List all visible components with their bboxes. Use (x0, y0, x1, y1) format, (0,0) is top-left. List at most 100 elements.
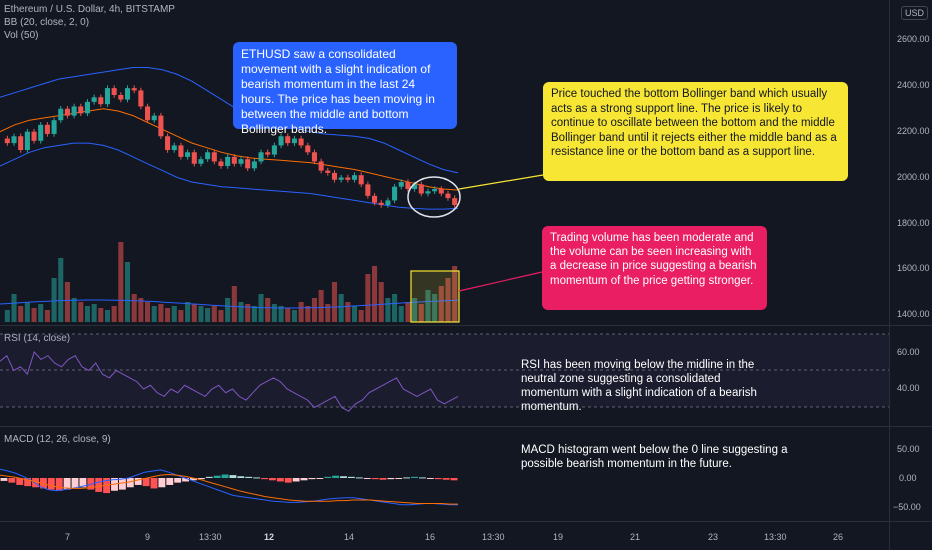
volume-bar (311, 298, 317, 322)
bb-legend[interactable]: BB (20, close, 2, 0) (4, 17, 90, 28)
volume-bar (278, 306, 284, 322)
macd-histogram-bar (79, 478, 87, 488)
rsi-line (0, 351, 459, 412)
candle (71, 106, 77, 116)
candle (198, 159, 204, 164)
macd-histogram-bar (442, 478, 450, 480)
time-tick: 26 (833, 532, 844, 542)
candle (251, 161, 257, 169)
candle (4, 138, 10, 144)
candle (51, 120, 57, 134)
candle (211, 152, 217, 162)
rsi-note[interactable]: RSI has been moving below the midline in… (521, 359, 757, 413)
volume-ma-line (0, 299, 459, 309)
macd-histogram-bar (55, 478, 63, 491)
volume-bar (205, 308, 211, 322)
volume-bar (231, 286, 237, 322)
volume-legend[interactable]: Vol (50) (4, 30, 39, 41)
candle (131, 88, 137, 91)
macd-histogram-bar (16, 478, 24, 485)
candle (238, 159, 244, 164)
price-highlight-ellipse (407, 176, 461, 218)
blue-callout[interactable]: ETHUSD saw a consolidated movement with … (233, 42, 457, 136)
volume-bar (265, 298, 271, 322)
macd-note[interactable]: MACD histogram went below the 0 line sug… (521, 444, 788, 470)
pink-callout[interactable]: Trading volume has been moderate and the… (542, 226, 767, 310)
macd-histogram-bar (182, 478, 190, 482)
macd-histogram-bar (229, 475, 237, 478)
time-tick: 23 (708, 532, 719, 542)
candle (438, 188, 444, 194)
candle (305, 145, 311, 153)
macd-histogram-bar (340, 476, 347, 478)
candle (365, 184, 371, 196)
volume-bar (365, 274, 371, 322)
candle (104, 88, 111, 105)
macd-histogram-bar (71, 478, 79, 489)
pane-separator[interactable] (0, 325, 932, 326)
volume-bar (191, 304, 197, 322)
candle (98, 97, 104, 105)
candle (425, 191, 431, 194)
volume-bar (58, 258, 64, 322)
volume-bar (251, 306, 257, 322)
symbol-legend[interactable]: Ethereum / U.S. Dollar, 4h, BITSTAMP (4, 4, 175, 15)
macd-histogram-bar (284, 478, 292, 483)
volume-bar (98, 308, 104, 322)
price-tick: 1600.00 (897, 263, 930, 273)
volume-bar (385, 298, 391, 322)
candle (31, 131, 37, 141)
volume-bar (178, 310, 184, 322)
volume-bar (345, 302, 351, 322)
macd-histogram-bar (32, 478, 39, 488)
volume-bar (158, 304, 164, 322)
macd-legend[interactable]: MACD (12, 26, close, 9) (4, 434, 111, 445)
volume-bar (452, 266, 458, 322)
volume-bar (31, 308, 37, 322)
macd-histogram-bar (174, 478, 182, 483)
macd-histogram-bar (221, 474, 229, 478)
macd-histogram-bar (142, 478, 150, 487)
time-tick: 16 (425, 532, 436, 542)
volume-bar (84, 306, 90, 322)
time-tick: 13:30 (764, 532, 787, 542)
price-tick: 2000.00 (897, 172, 930, 182)
volume-bar (44, 310, 50, 322)
macd-histogram-bar (166, 478, 174, 485)
volume-bar (4, 310, 10, 322)
pane-separator[interactable] (0, 426, 932, 427)
rsi-tick: 60.00 (897, 347, 920, 357)
candle (231, 156, 237, 164)
yellow-callout[interactable]: Price touched the bottom Bollinger band … (543, 82, 848, 181)
candle (118, 95, 124, 100)
macd-histogram-bar (237, 476, 245, 478)
volume-bar (372, 266, 378, 322)
candle (345, 177, 351, 180)
macd-histogram-bar (387, 478, 395, 480)
volume-bar (358, 310, 364, 322)
macd-histogram-bar (190, 478, 197, 481)
volume-bar (392, 294, 398, 322)
candle (358, 175, 364, 185)
candle (418, 184, 424, 194)
volume-bar (432, 294, 438, 322)
macd-histogram-bar (24, 478, 32, 487)
rsi-legend[interactable]: RSI (14, close) (4, 333, 71, 344)
candle (398, 182, 404, 187)
candle (245, 159, 251, 169)
volume-bar (91, 304, 97, 322)
price-tick: 2400.00 (897, 80, 930, 90)
volume-bar (145, 302, 151, 322)
macd-histogram-bar (355, 477, 363, 479)
currency-badge[interactable]: USD (901, 6, 929, 20)
candle (412, 184, 418, 189)
volume-bar (198, 306, 204, 322)
candle (392, 186, 398, 201)
volume-bar (118, 242, 124, 322)
macd-histogram-bar (213, 475, 221, 478)
macd-histogram-bar (205, 476, 213, 478)
chart-canvas[interactable] (0, 0, 889, 521)
price-tick: 2200.00 (897, 126, 930, 136)
time-axis-border (0, 521, 932, 522)
macd-histogram-bar (347, 476, 355, 478)
